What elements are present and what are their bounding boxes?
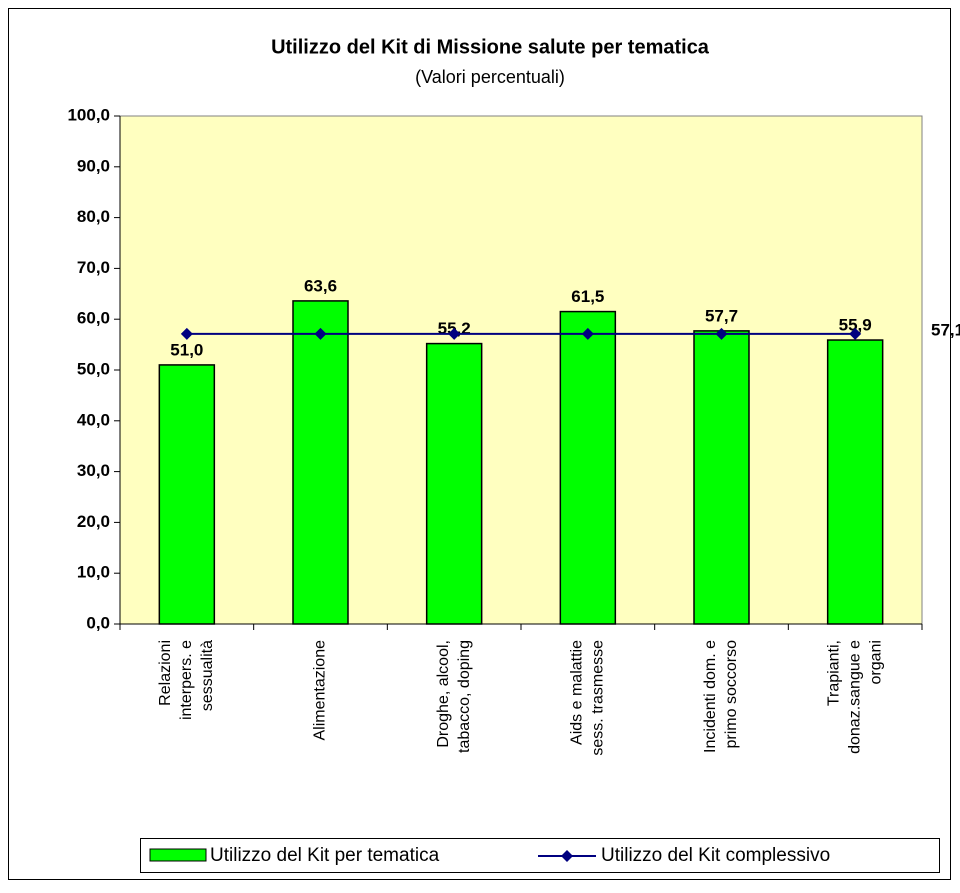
legend-label: Utilizzo del Kit per tematica	[210, 845, 440, 866]
x-tick-label: Droghe, alcool,	[435, 640, 452, 748]
data-label: 51,0	[170, 340, 203, 359]
y-tick-label: 60,0	[77, 309, 110, 328]
x-tick-label: donaz.sangue e	[846, 640, 863, 754]
data-label: 57,7	[705, 306, 738, 325]
x-tick-label: sessualità	[199, 640, 216, 711]
x-tick-label: Relazioni	[157, 640, 174, 706]
x-tick-label: Aids e malattie	[569, 640, 586, 745]
legend-marker	[561, 850, 573, 862]
line-marker	[849, 327, 862, 340]
y-tick-label: 30,0	[77, 461, 110, 480]
x-tick-label: primo soccorso	[723, 640, 740, 749]
y-tick-label: 80,0	[77, 207, 110, 226]
x-tick-label: interpers. e	[178, 640, 195, 720]
bar	[158, 364, 216, 625]
legend: Utilizzo del Kit per tematica Utilizzo d…	[140, 838, 940, 873]
chart-subtitle: (Valori percentuali)	[415, 67, 565, 87]
x-tick-label: sess. trasmesse	[590, 640, 607, 756]
x-tick-label: Trapianti,	[825, 640, 842, 706]
plot-area	[119, 115, 923, 625]
data-label: 57,1	[931, 320, 960, 339]
line-marker	[314, 327, 327, 340]
bar	[693, 330, 750, 625]
x-tick-label: tabacco, doping	[456, 640, 473, 753]
line-marker	[715, 327, 728, 340]
y-tick-label: 70,0	[77, 258, 110, 277]
y-tick-label: 20,0	[77, 512, 110, 531]
legend-swatch	[149, 848, 207, 862]
y-tick-label: 10,0	[77, 563, 110, 582]
y-tick-label: 40,0	[77, 410, 110, 429]
y-tick-label: 90,0	[77, 156, 110, 175]
line-marker	[448, 327, 461, 340]
legend-label: Utilizzo del Kit complessivo	[601, 845, 830, 866]
y-tick-label: 0,0	[86, 613, 110, 632]
y-tick-label: 50,0	[77, 359, 110, 378]
bar	[425, 342, 483, 625]
chart-title: Utilizzo del Kit di Missione salute per …	[271, 36, 710, 58]
line-marker	[180, 327, 193, 340]
data-label: 63,6	[304, 276, 337, 295]
data-label: 55,9	[839, 316, 872, 335]
x-tick-label: Incidenti dom. e	[702, 640, 719, 753]
bar	[559, 310, 617, 625]
data-label: 61,5	[571, 287, 604, 306]
bar	[826, 339, 884, 625]
x-tick-label: Alimentazione	[312, 640, 329, 741]
x-tick-label: organi	[867, 640, 884, 684]
y-tick-label: 100,0	[67, 105, 110, 124]
line-marker	[581, 327, 594, 340]
bar	[292, 300, 349, 625]
